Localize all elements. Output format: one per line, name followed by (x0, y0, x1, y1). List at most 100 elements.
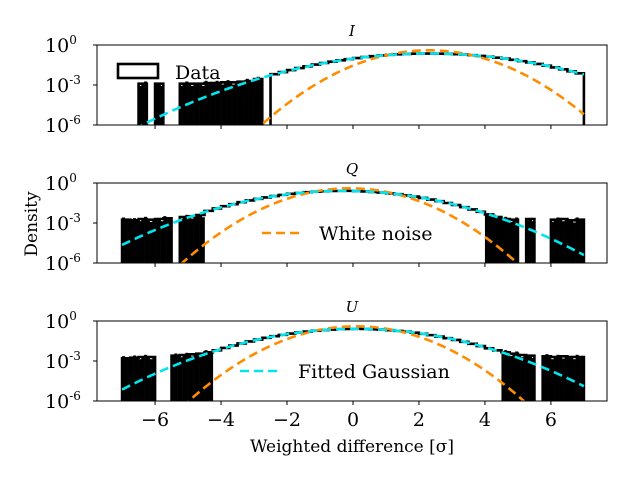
histogram-bar (155, 220, 159, 263)
legend: White noise (262, 223, 433, 245)
y-tick-exponent: -6 (69, 251, 81, 265)
histogram-bar (171, 355, 175, 401)
histogram-bar (190, 218, 194, 263)
histogram-bar (526, 356, 530, 401)
plot-area (120, 187, 586, 263)
histogram-bar (146, 218, 150, 263)
histogram-bar (152, 219, 156, 263)
y-tick-label: 10-3 (45, 349, 81, 373)
histogram-bar (166, 219, 170, 263)
histogram-bar (160, 221, 164, 263)
y-tick-base: 10 (45, 253, 69, 275)
legend: Data (116, 62, 221, 84)
histogram-bar (575, 217, 579, 263)
histogram-bar (130, 357, 134, 401)
histogram-bar (559, 355, 563, 401)
histogram-bar (517, 353, 521, 401)
histogram-bar (498, 215, 502, 263)
y-tick-label: 10-3 (45, 73, 81, 97)
histogram-bar (210, 81, 214, 125)
histogram-bar (141, 219, 145, 263)
histogram-bar (193, 216, 197, 263)
histogram-bar (196, 84, 200, 125)
y-axis-label: Density (22, 191, 42, 257)
x-tick-label: −4 (207, 409, 235, 431)
x-tick-label: 6 (545, 409, 557, 431)
x-tick-label: 2 (413, 409, 425, 431)
panel-title: I (348, 22, 356, 40)
y-tick-label: 10-6 (45, 251, 81, 275)
histogram-bar (190, 356, 194, 401)
histogram-bar (504, 216, 508, 263)
histogram-bar (207, 353, 211, 401)
histogram-bar (528, 217, 532, 263)
histogram-bar (515, 351, 519, 401)
histogram-bar (182, 83, 186, 125)
histogram-bar (578, 220, 582, 263)
histogram-bar (528, 354, 532, 401)
histogram-bar (182, 355, 186, 401)
y-tick-exponent: -3 (69, 73, 81, 87)
histogram-bar (248, 82, 252, 125)
histogram-bar (193, 354, 197, 401)
x-tick-label: −2 (273, 409, 301, 431)
x-tick-label: 4 (479, 409, 491, 431)
histogram-bar (207, 84, 211, 125)
histogram-bar (572, 222, 576, 263)
histogram-bar (130, 220, 134, 263)
fitted-gaussian-curve (139, 52, 585, 125)
histogram-bar (226, 80, 230, 125)
y-tick-label: 100 (45, 309, 77, 333)
histogram-bar (199, 82, 203, 125)
histogram-bar (212, 83, 216, 125)
y-tick-exponent: -3 (69, 349, 81, 363)
histogram-bar (559, 217, 563, 263)
histogram-bar (509, 221, 513, 263)
histogram-bar (575, 354, 579, 401)
histogram-bar (567, 221, 571, 263)
histogram-bar (493, 214, 497, 263)
y-tick-base: 10 (45, 213, 69, 235)
histogram-bar (223, 82, 227, 125)
histogram-bar (210, 351, 214, 401)
histogram-bar (501, 219, 505, 263)
histogram-bar (163, 216, 167, 263)
histogram-bar (144, 354, 148, 401)
histogram-bar (215, 80, 219, 125)
histogram-bar (204, 350, 208, 401)
histogram-bar (177, 356, 181, 401)
histogram-bar (504, 350, 508, 401)
histogram-bar (545, 354, 549, 401)
plot-area (137, 49, 586, 125)
histogram-bar (251, 79, 255, 125)
histogram-bar (174, 353, 178, 401)
y-tick-base: 10 (45, 311, 69, 333)
y-tick-label: 10-6 (45, 389, 81, 413)
histogram-bar (146, 355, 150, 401)
histogram-bar (243, 83, 247, 125)
legend-data-swatch (116, 62, 160, 80)
histogram-bar (149, 359, 153, 401)
histogram-bar (564, 356, 568, 401)
histogram-bar (196, 216, 200, 263)
histogram-bar (520, 357, 524, 401)
y-tick-base: 10 (45, 115, 69, 137)
histogram-bar (506, 220, 510, 263)
y-tick-label: 10-6 (45, 113, 81, 137)
y-tick-base: 10 (45, 351, 69, 373)
fitted-gaussian-curve (121, 189, 585, 257)
histogram-bar (254, 79, 258, 125)
histogram-bar (179, 219, 183, 263)
y-tick-base: 10 (45, 35, 69, 57)
y-tick-base: 10 (45, 391, 69, 413)
histogram-bar (133, 218, 137, 263)
histogram-bar (155, 84, 159, 125)
histogram-bar (201, 355, 205, 401)
y-tick-label: 100 (45, 171, 77, 195)
histogram-bar (490, 216, 494, 263)
histogram-bar (201, 217, 205, 263)
histogram-bar (564, 219, 568, 263)
